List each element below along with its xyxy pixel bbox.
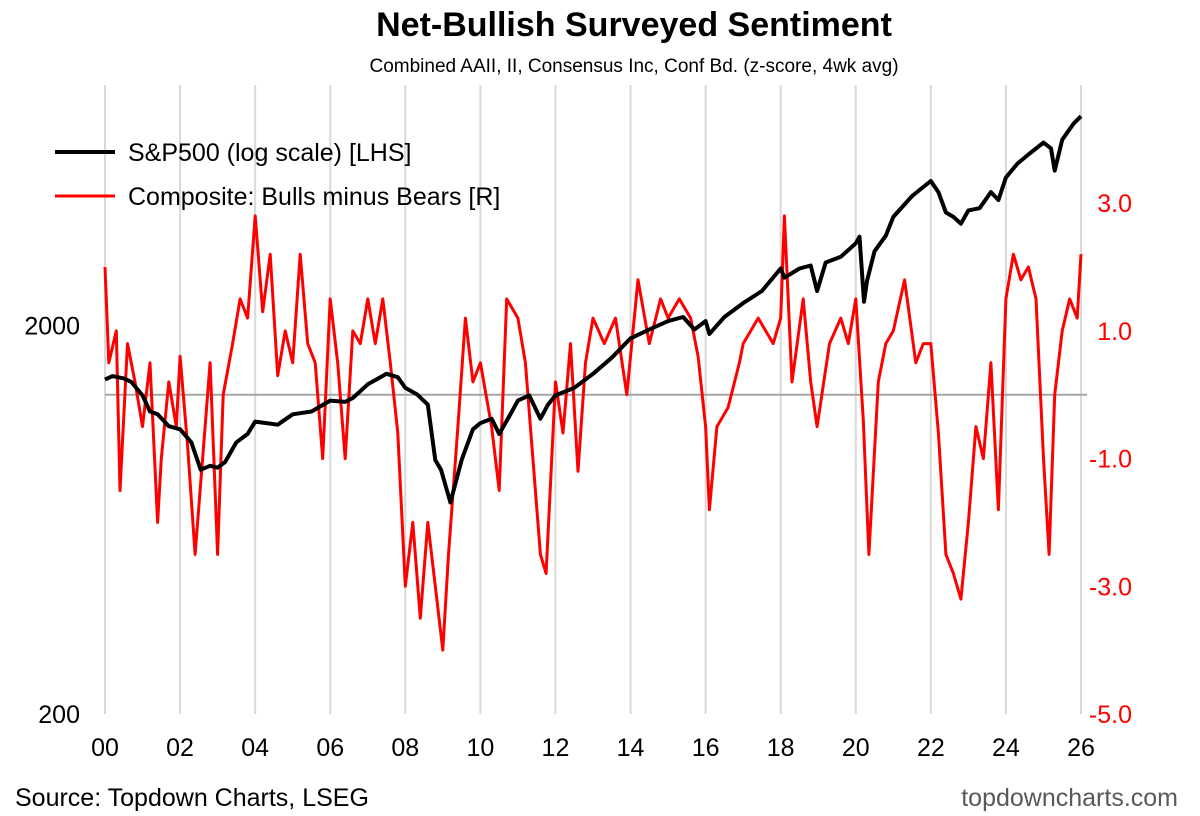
x-tick-label: 10 (466, 734, 494, 762)
source-note: Source: Topdown Charts, LSEG (15, 784, 369, 812)
legend: S&P500 (log scale) [LHS] Composite: Bull… (55, 139, 500, 211)
left-tick-label: 2000 (24, 312, 80, 340)
right-tick-label: 3.0 (1097, 190, 1132, 218)
x-axis-tick-labels: 00 02 04 06 08 10 12 14 16 18 20 22 24 26 (91, 734, 1095, 762)
series-line-sp500 (104, 114, 1083, 505)
x-tick-label: 00 (91, 734, 119, 762)
left-axis-tick-labels: 200 2000 (24, 312, 80, 729)
right-tick-label: -3.0 (1089, 573, 1132, 601)
right-tick-label: 1.0 (1097, 318, 1132, 346)
series-line-composite-bulls-minus-bears (103, 214, 1083, 652)
x-tick-label: 06 (316, 734, 344, 762)
vertical-gridlines (104, 85, 1082, 714)
x-tick-label: 22 (917, 734, 945, 762)
x-tick-label: 24 (992, 734, 1020, 762)
chart-subtitle: Combined AAII, II, Consensus Inc, Conf B… (369, 56, 898, 77)
x-tick-label: 02 (166, 734, 194, 762)
x-tick-label: 16 (692, 734, 720, 762)
x-tick-label: 04 (241, 734, 269, 762)
legend-label-composite: Composite: Bulls minus Bears [R] (128, 183, 500, 211)
brand-watermark: topdowncharts.com (961, 784, 1178, 812)
x-tick-label: 18 (767, 734, 795, 762)
right-tick-label: -1.0 (1089, 446, 1132, 474)
x-tick-label: 14 (617, 734, 645, 762)
x-tick-label: 08 (391, 734, 419, 762)
right-tick-label: -5.0 (1089, 701, 1132, 729)
x-tick-label: 12 (542, 734, 570, 762)
x-tick-label: 20 (842, 734, 870, 762)
right-axis-tick-labels: -5.0 -3.0 -1.0 1.0 3.0 (1089, 190, 1132, 729)
left-tick-label: 200 (38, 701, 80, 729)
chart-title: Net-Bullish Surveyed Sentiment (376, 6, 892, 44)
legend-label-sp500: S&P500 (log scale) [LHS] (128, 139, 411, 167)
x-tick-label: 26 (1067, 734, 1095, 762)
